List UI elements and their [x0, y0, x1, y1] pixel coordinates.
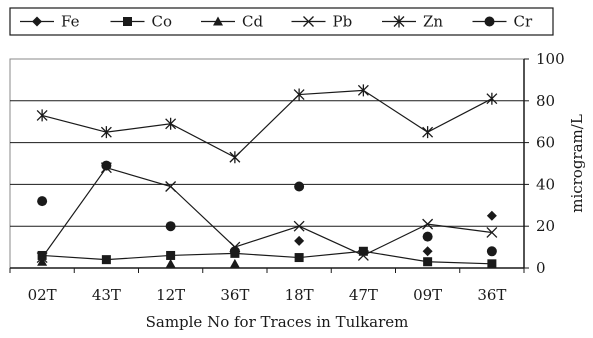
legend-label-cr: Cr	[514, 13, 533, 31]
axes: microgram/L Sample No for Traces in Tulk…	[9, 50, 586, 331]
y-tick-label: 0	[536, 259, 546, 277]
legend-label-zn: Zn	[423, 13, 443, 31]
data-point-co	[166, 250, 176, 260]
data-point-zn	[36, 109, 48, 122]
legend-label-cd: Cd	[242, 13, 263, 31]
y-tick-label: 100	[536, 50, 565, 68]
data-point-zn	[486, 92, 498, 105]
data-point-pb	[36, 252, 48, 264]
plot-area	[9, 58, 525, 269]
data-point-co	[37, 250, 47, 260]
x-tick-label: 43T	[92, 286, 121, 304]
y-tick-label: 80	[536, 92, 555, 110]
y-tick-label: 60	[536, 134, 555, 152]
legend-item-cr: Cr	[472, 13, 533, 31]
legend-item-cd: Cd	[201, 13, 263, 31]
series-line-co	[42, 250, 492, 265]
legend-box	[9, 7, 554, 36]
data-point-pb	[293, 220, 305, 232]
legend-marker-cd	[213, 16, 223, 26]
data-point-pb	[422, 218, 434, 230]
legend-item-zn: Zn	[382, 13, 443, 31]
x-tick-label: 02T	[28, 286, 57, 304]
data-point-zn	[422, 126, 434, 139]
x-tick-label: 36T	[220, 286, 249, 304]
series-cr	[37, 160, 497, 257]
legend-label-pb: Pb	[333, 13, 353, 31]
data-point-cr	[229, 246, 240, 257]
data-point-cd	[165, 258, 176, 268]
data-point-co	[294, 253, 304, 263]
data-point-zn	[357, 84, 369, 97]
legend-label-co: Co	[152, 13, 173, 31]
legend: Fe Co Cd Pb Zn Cr	[9, 7, 554, 36]
legend-marker-co	[123, 17, 132, 26]
x-tick-label: 36T	[477, 286, 506, 304]
data-point-zn	[293, 88, 305, 101]
series-line-pb	[41, 166, 492, 258]
y-axis-title: microgram/L	[568, 114, 586, 213]
data-point-pb	[486, 227, 498, 238]
legend-marker-pb	[303, 16, 314, 27]
data-point-co	[101, 255, 111, 265]
series-cd	[37, 256, 240, 268]
series-fe	[294, 210, 497, 257]
y-tick-label: 20	[536, 217, 555, 235]
legend-marker-fe	[32, 16, 42, 27]
data-point-co	[487, 259, 497, 269]
legend-marker-cr	[484, 16, 495, 27]
x-tick-label: 18T	[285, 286, 314, 304]
data-point-fe	[294, 235, 305, 246]
legend-item-co: Co	[110, 13, 173, 31]
legend-item-pb: Pb	[291, 13, 353, 31]
data-point-cr	[165, 221, 176, 232]
data-point-cd	[37, 256, 48, 266]
data-point-cr	[422, 231, 433, 242]
legend-marker-zn	[393, 15, 405, 28]
x-axis-title: Sample No for Traces in Tulkarem	[146, 313, 409, 331]
data-point-fe	[422, 246, 433, 257]
data-point-cr	[101, 160, 112, 171]
data-point-co	[423, 257, 433, 267]
x-tick-label: 47T	[349, 286, 378, 304]
data-point-fe	[486, 210, 497, 221]
data-point-zn	[165, 117, 177, 130]
series-zn	[36, 84, 498, 164]
y-tick-label: 40	[536, 175, 555, 193]
data-point-zn	[229, 151, 241, 164]
data-point-zn	[100, 126, 112, 139]
legend-item-fe: Fe	[20, 13, 80, 31]
data-point-co	[358, 246, 368, 256]
data-point-cr	[294, 181, 305, 192]
legend-label-fe: Fe	[61, 13, 80, 31]
data-point-pb	[165, 181, 177, 192]
data-point-cr	[37, 196, 48, 207]
data-point-pb	[357, 250, 369, 261]
x-tick-label: 12T	[156, 286, 185, 304]
data-point-cd	[229, 258, 240, 268]
x-tick-label: 09T	[413, 286, 442, 304]
series-line-zn	[41, 89, 493, 158]
data-point-cr	[486, 246, 497, 257]
